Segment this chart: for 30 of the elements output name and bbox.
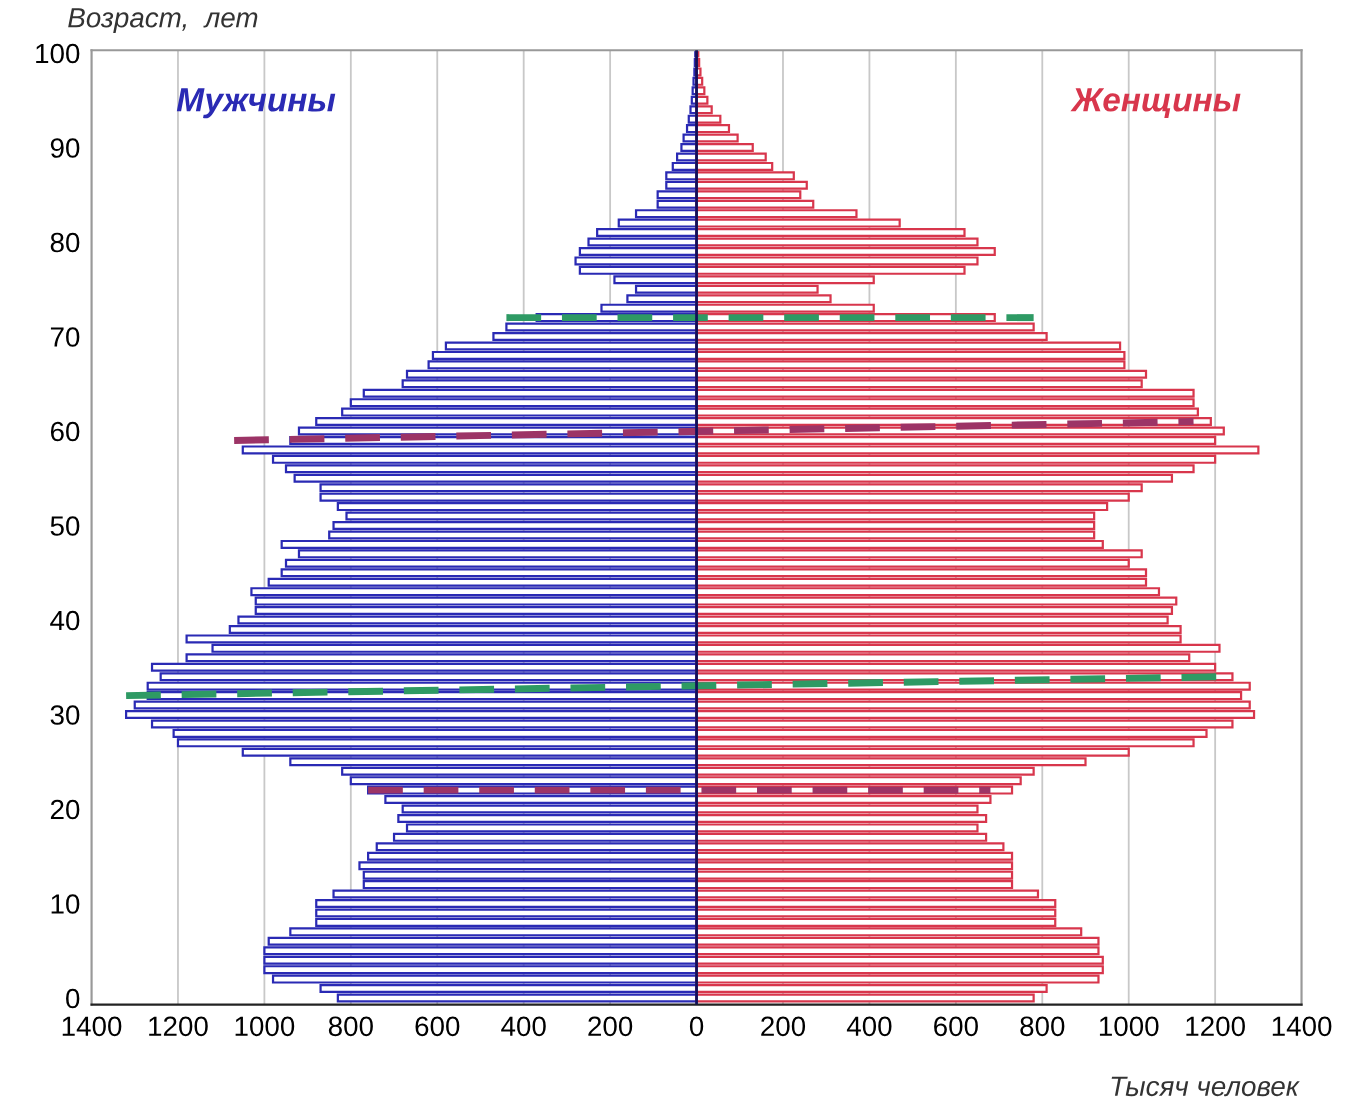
x-tick-label: 1400 xyxy=(1272,1016,1332,1037)
x-tick-label: 600 xyxy=(934,1016,978,1037)
y-tick-label: 10 xyxy=(51,894,80,914)
text: Мужчины xyxy=(176,88,336,119)
text: Женщины xyxy=(1070,88,1241,118)
x-tick-label: 200 xyxy=(588,1016,633,1037)
x-tick-label: 800 xyxy=(1020,1016,1065,1037)
y-tick-label: 70 xyxy=(50,327,80,347)
x-tick-label: 1000 xyxy=(235,1016,295,1037)
y-tick-label: 20 xyxy=(50,799,80,820)
y-tick-label: 80 xyxy=(50,232,80,253)
x-tick-label: 1200 xyxy=(149,1016,208,1037)
y-tick-label: 100 xyxy=(36,43,80,64)
x-tick-label: 200 xyxy=(761,1016,806,1037)
x-tick-label: 800 xyxy=(328,1016,373,1037)
y-tick-label: 50 xyxy=(50,516,80,536)
x-tick-label: 1200 xyxy=(1186,1016,1245,1037)
x-tick-label: 1400 xyxy=(62,1016,122,1037)
x-tick-label: 400 xyxy=(846,1016,892,1037)
y-tick-label: 40 xyxy=(50,610,80,631)
x-tick-label: 400 xyxy=(501,1016,546,1037)
y-tick-label: 90 xyxy=(50,138,80,158)
y-tick-label: 60 xyxy=(50,421,80,442)
x-tick-label: 1000 xyxy=(1099,1016,1159,1037)
x-tick-label: 0 xyxy=(689,1016,704,1037)
y-tick-label: 30 xyxy=(50,705,80,725)
x-tick-label: 600 xyxy=(415,1016,460,1037)
y-tick-label: 0 xyxy=(66,988,80,1009)
x-axis-title: Тысяч человек xyxy=(1111,1076,1300,1097)
y-axis-title: Возраст, лет xyxy=(68,8,258,34)
